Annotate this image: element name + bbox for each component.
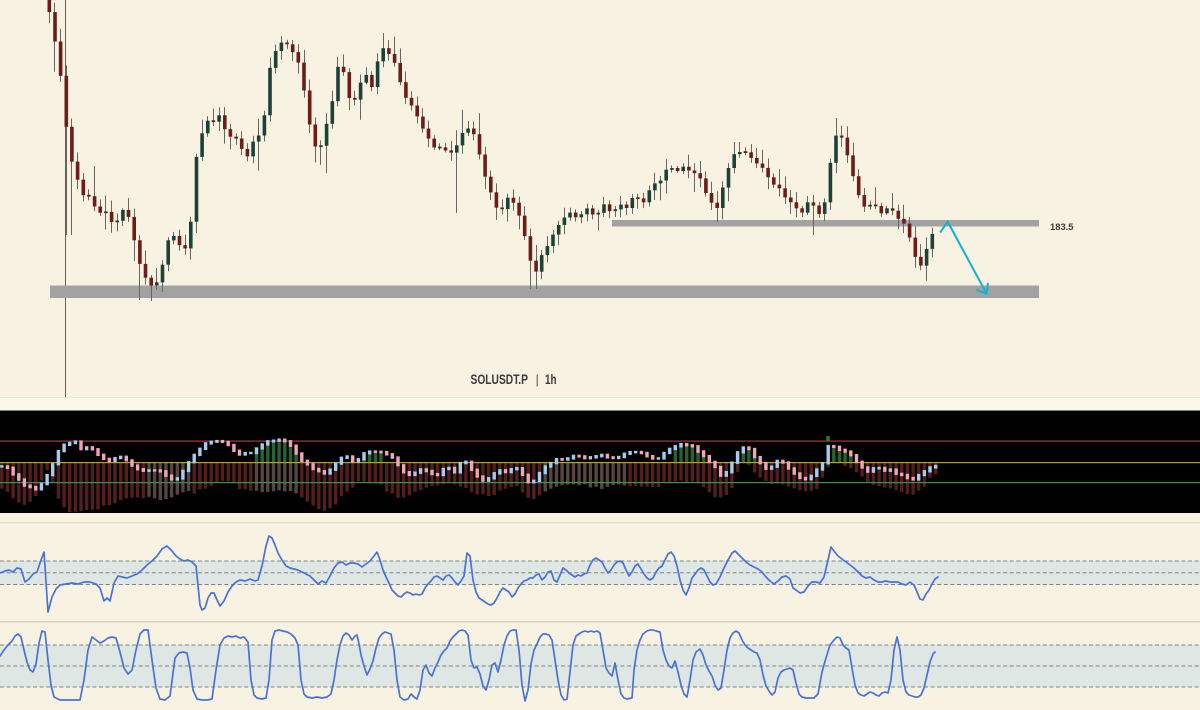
- svg-text:183.5: 183.5: [1050, 222, 1074, 233]
- svg-text:SOLUSDT.P: SOLUSDT.P: [471, 371, 529, 387]
- svg-text:|: |: [536, 372, 539, 387]
- svg-text:1h: 1h: [545, 371, 557, 387]
